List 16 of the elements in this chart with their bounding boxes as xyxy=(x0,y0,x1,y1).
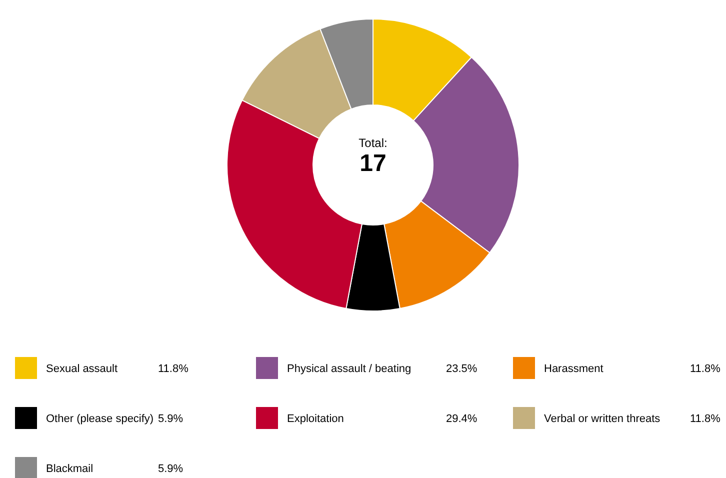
data-label: 11.8% xyxy=(690,413,721,425)
legend-label: Harassment xyxy=(544,363,604,375)
data-label: 11.8% xyxy=(158,363,189,375)
data-label: 11.8% xyxy=(690,363,721,375)
legend-label: Physical assault / beating xyxy=(287,363,412,375)
data-label: 5.9% xyxy=(158,413,184,425)
legend-label: Other (please specify) xyxy=(46,413,154,425)
legend-label: Blackmail xyxy=(46,463,94,475)
text: Total: xyxy=(358,136,388,150)
data-label: 23.5% xyxy=(446,363,478,375)
legend-label: Sexual assault xyxy=(46,363,118,375)
data-label: 5.9% xyxy=(158,463,184,475)
legend-label: Exploitation xyxy=(287,413,344,425)
data-label: 29.4% xyxy=(446,413,478,425)
text: 17 xyxy=(358,150,388,178)
legend-label: Verbal or written threats xyxy=(544,413,661,425)
